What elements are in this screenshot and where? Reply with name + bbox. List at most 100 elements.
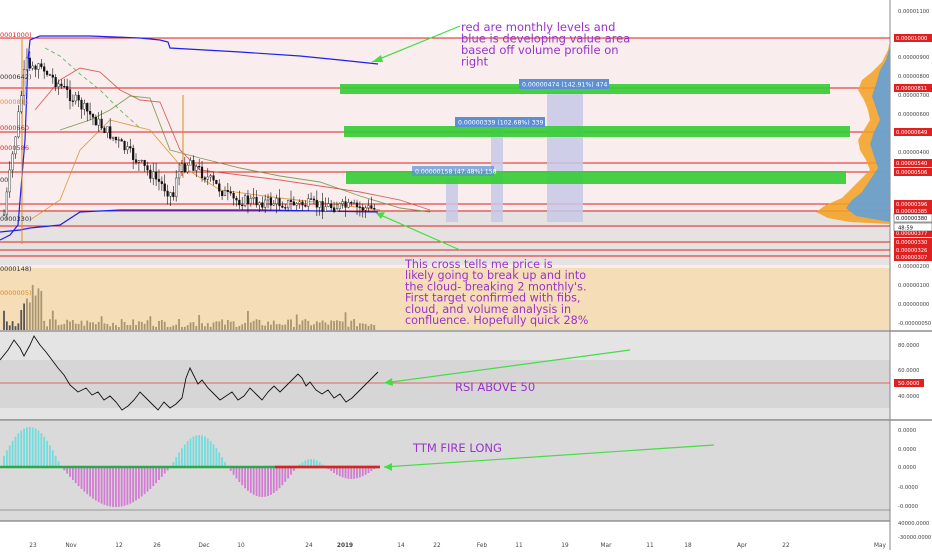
- candle-body: [137, 160, 140, 163]
- candle-body: [28, 57, 31, 69]
- volume-bar: [40, 290, 43, 330]
- ttm-bar: [23, 428, 25, 467]
- lower-gray-zone: [0, 210, 890, 265]
- volume-bar: [209, 326, 212, 330]
- ttm-bar: [229, 467, 232, 471]
- left-edge-label: 0000811: [0, 98, 29, 106]
- candle-body: [358, 206, 361, 208]
- ttm-bar: [333, 467, 335, 473]
- cloud-line-green: [59, 95, 431, 213]
- candle-body: [143, 159, 146, 166]
- volume-bar: [143, 323, 146, 330]
- volume-bar: [252, 320, 255, 330]
- volume-bar: [92, 322, 94, 330]
- ttm-bar: [135, 467, 137, 501]
- ttm-axis[interactable]: 0.0000 0.0000 0.0000 -0.0000 -0.0000 40000.00…: [898, 428, 931, 541]
- left-edge-labels: 0001000)0000642)000081100006600000586000…: [0, 31, 31, 297]
- ttm-bar: [189, 438, 192, 467]
- volume-bar: [310, 325, 312, 330]
- left-edge-label: 0000642): [0, 73, 31, 81]
- volume-bar: [23, 303, 25, 330]
- candle-body: [223, 190, 227, 197]
- candle-body: [361, 207, 364, 211]
- rsi-tag-bg: [894, 379, 924, 387]
- volume-bar: [333, 320, 335, 330]
- ttm-bar: [287, 467, 290, 479]
- volume-bar: [49, 319, 51, 330]
- candle-body: [177, 171, 181, 179]
- rsi-tick-label: 40.0000: [898, 394, 919, 400]
- volume-bar: [284, 324, 287, 330]
- candle-body: [330, 203, 333, 208]
- price-tick-label: 0.00000800: [898, 74, 929, 80]
- ttm-bar: [20, 430, 23, 467]
- price-tick-label: 0.00001100: [898, 9, 929, 15]
- volume-bar: [249, 322, 252, 330]
- ttm-bar: [201, 435, 203, 467]
- time-tick-label: 11: [515, 543, 523, 549]
- ttm-bar: [69, 467, 71, 477]
- time-axis[interactable]: 23 Nov 12 26 Dec 10 24 2019 14 22 Feb 11 19 Mar 11 18 Ap…: [29, 543, 886, 549]
- volume-bar: [100, 316, 103, 330]
- ttm-tick-label: 0.0000: [898, 465, 916, 471]
- annotation-arrow: [383, 349, 631, 384]
- candle-body: [189, 160, 192, 166]
- volume-bar: [71, 320, 74, 330]
- volume-bar: [112, 322, 114, 330]
- ttm-bar: [155, 467, 158, 484]
- candle-body: [200, 166, 204, 178]
- volume-bar: [183, 326, 186, 330]
- candle-body: [183, 163, 186, 173]
- target-box-2[interactable]: [344, 126, 850, 137]
- candle-body: [149, 169, 152, 179]
- ttm-bar: [241, 467, 244, 486]
- volume-bar: [235, 326, 238, 330]
- price-level-tag: 0.00000811: [896, 86, 927, 92]
- ttm-bar: [313, 459, 315, 467]
- volume-bar: [163, 321, 166, 330]
- price-tag-bg: [894, 168, 932, 176]
- ttm-bar: [34, 428, 37, 467]
- candle-body: [292, 201, 295, 206]
- ttm-bar: [255, 467, 258, 496]
- left-edge-label: 0000660: [0, 124, 29, 132]
- rsi-axis[interactable]: 80.0000 60.0000 40.0000 50.0000: [894, 343, 924, 400]
- price-tick-label: 0.00000400: [898, 150, 929, 156]
- annotation-rsi-note: RSI ABOVE 50: [455, 380, 535, 394]
- volume-bar: [69, 321, 71, 330]
- volume-bar: [152, 325, 155, 330]
- left-edge-label: 0000005): [0, 289, 31, 297]
- volume-bar: [178, 319, 180, 330]
- ttm-bar: [318, 462, 321, 467]
- ttm-bar: [221, 457, 224, 467]
- candle-body: [80, 99, 83, 110]
- candle-body: [238, 199, 241, 206]
- target-label-1: 0.00000474 (142.91%) 474: [522, 82, 608, 89]
- volume-bar: [341, 321, 344, 330]
- volume-bar: [155, 326, 158, 330]
- ttm-bar: [100, 467, 103, 504]
- candle-body: [140, 159, 143, 162]
- volume-bar: [270, 324, 272, 330]
- projection-bar: [547, 92, 583, 222]
- ttm-bar: [261, 467, 264, 497]
- candle-body: [221, 191, 224, 197]
- ttm-bar: [290, 467, 292, 475]
- volume-bar: [175, 324, 178, 330]
- candle-body: [146, 165, 149, 171]
- ttm-bar: [204, 436, 206, 467]
- volume-bar: [224, 324, 226, 330]
- time-tick-label: Apr: [737, 543, 748, 549]
- candle-body: [258, 202, 261, 206]
- volume-bar: [109, 326, 112, 330]
- price-level-tag: 0.00000649: [896, 130, 927, 136]
- ttm-bar: [370, 467, 373, 472]
- candle-body: [335, 208, 339, 212]
- volume-bar: [146, 320, 149, 330]
- price-level-tag: 0.00000540: [896, 161, 927, 167]
- ttm-bar: [83, 467, 86, 492]
- price-tick-label: 0.00000600: [898, 112, 929, 118]
- ttm-bar: [195, 435, 198, 467]
- price-level-tag: 0.00000506: [896, 170, 927, 176]
